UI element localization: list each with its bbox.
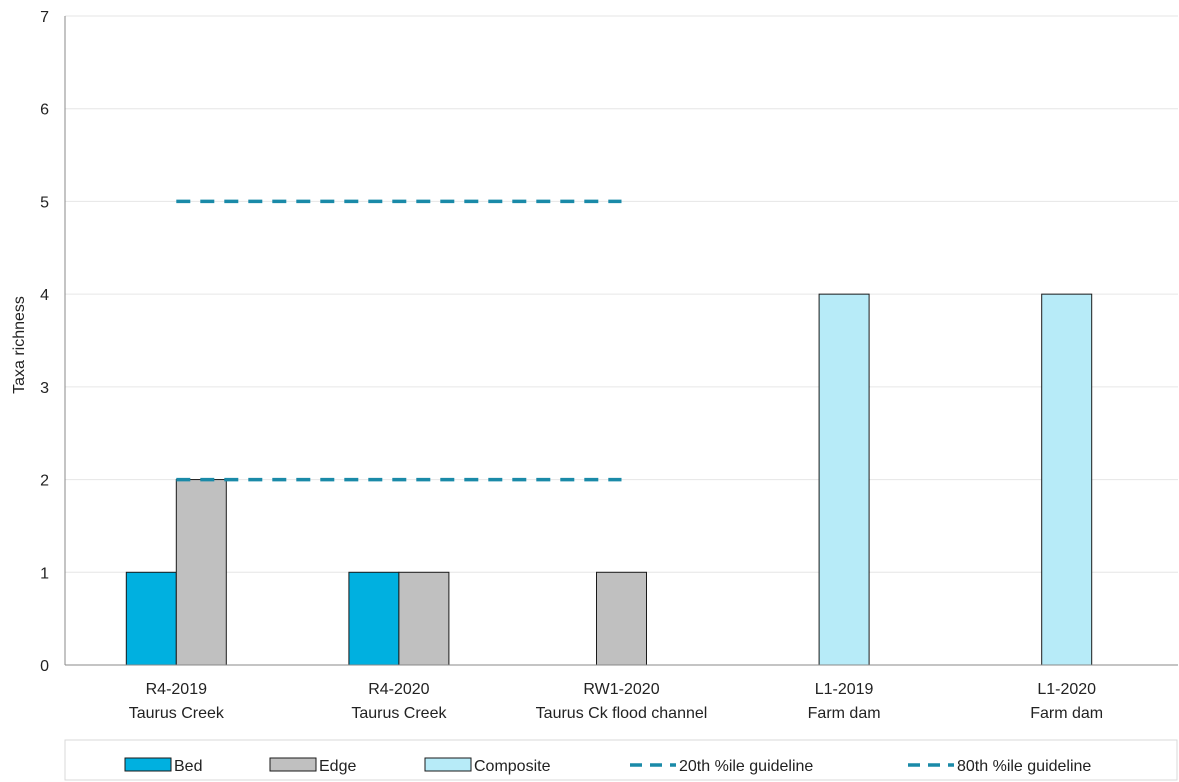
y-axis-ticks: 0 1 2 3 4 5 6 7 <box>40 9 49 675</box>
y-axis-label: Taxa richness <box>11 296 28 394</box>
x-tick-label-line2: Farm dam <box>808 705 881 722</box>
x-tick-label-line2: Taurus Creek <box>351 705 447 722</box>
legend: Bed Edge Composite 20th %ile guideline 80th … <box>124 757 1091 775</box>
x-tick-label-line1: RW1-2020 <box>583 681 659 698</box>
x-tick-label-line1: R4-2019 <box>146 681 207 698</box>
bar-edge-0 <box>175 479 227 666</box>
legend-label: 20th %ile guideline <box>679 758 813 775</box>
bar-edge-1 <box>398 571 450 666</box>
legend-swatch <box>269 757 317 772</box>
bar-bed-1 <box>348 571 400 666</box>
y-tick-label: 1 <box>40 565 49 582</box>
legend-label: Edge <box>319 758 356 775</box>
gridlines <box>65 15 1178 573</box>
bar-edge-2 <box>596 571 647 666</box>
legend-label: Composite <box>474 758 551 775</box>
y-tick-label: 0 <box>40 658 49 675</box>
guidelines <box>176 199 622 482</box>
legend-label: Bed <box>174 758 202 775</box>
legend-swatch <box>124 757 172 772</box>
y-tick-label: 2 <box>40 473 49 490</box>
y-tick-label: 5 <box>40 194 49 211</box>
x-tick-label-line1: R4-2020 <box>368 681 429 698</box>
bars <box>125 293 1093 666</box>
x-tick-label-line2: Taurus Creek <box>129 705 225 722</box>
x-tick-label-line1: L1-2019 <box>815 681 874 698</box>
legend-frame <box>64 739 1178 781</box>
bar-composite-3 <box>818 293 870 666</box>
y-tick-label: 3 <box>40 380 49 397</box>
x-tick-label-line2: Farm dam <box>1030 705 1103 722</box>
x-tick-label-line2: Taurus Ck flood channel <box>536 705 708 722</box>
bar-composite-4 <box>1041 293 1093 666</box>
x-tick-label-line1: L1-2020 <box>1037 681 1096 698</box>
y-tick-label: 4 <box>40 287 49 304</box>
y-tick-label: 7 <box>40 9 49 26</box>
x-axis-categories: R4-2019 Taurus Creek R4-2020 Taurus Creek RW… <box>129 681 1103 722</box>
bar-bed-0 <box>125 571 177 666</box>
legend-label: 80th %ile guideline <box>957 758 1091 775</box>
legend-swatch <box>424 757 472 772</box>
y-tick-label: 6 <box>40 102 49 119</box>
